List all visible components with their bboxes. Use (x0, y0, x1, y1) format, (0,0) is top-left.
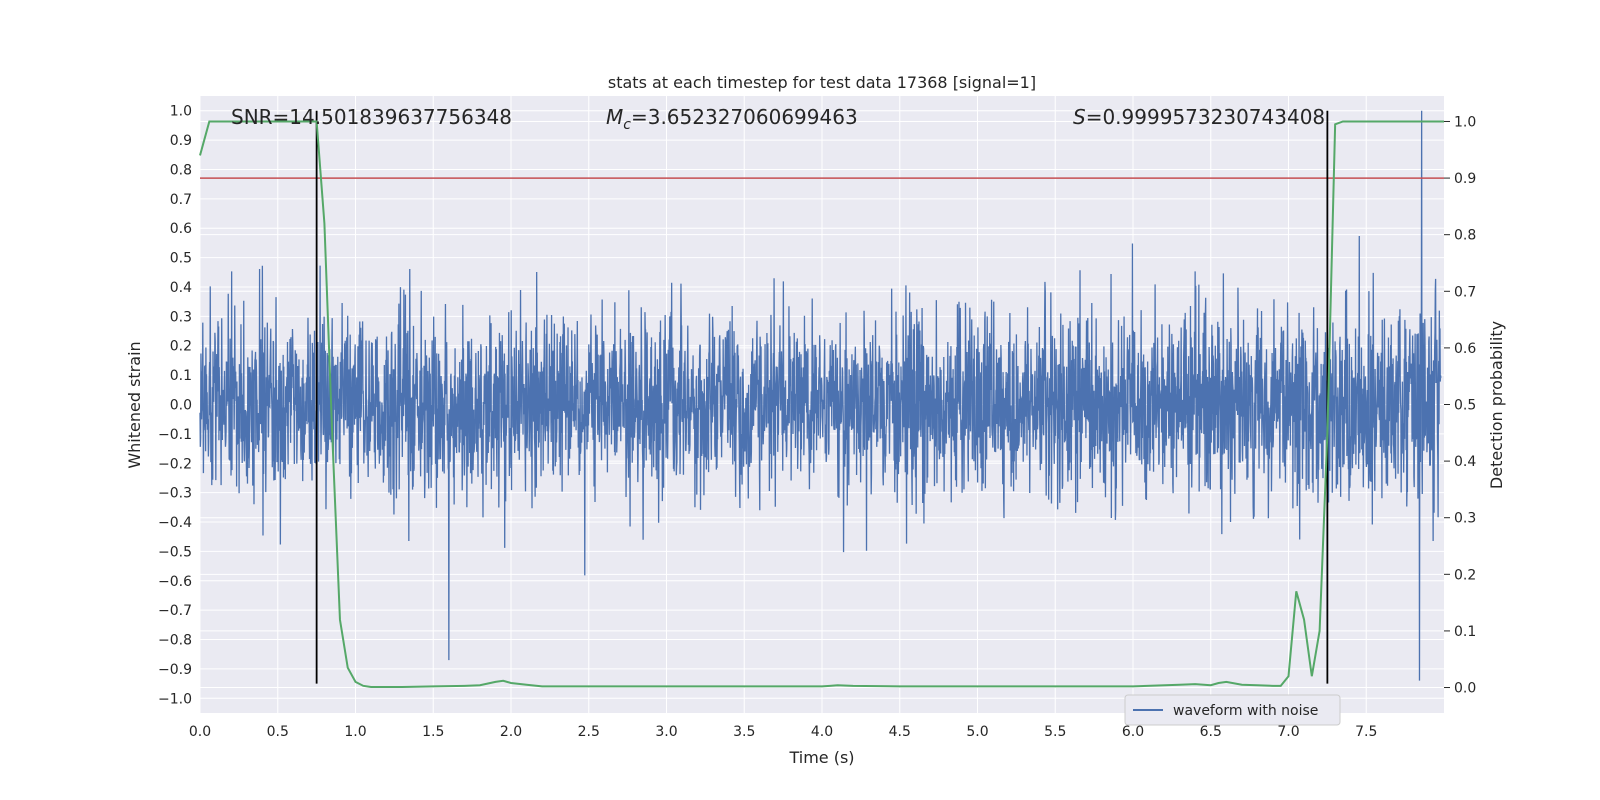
x-tick-label: 4.0 (811, 724, 833, 740)
y-ticks-right: 1.0 0.9 0.8 0.7 0.6 0.5 0.4 0.3 0.2 0.1 0.0 (1444, 114, 1476, 697)
x-tick-label: 3.0 (655, 724, 677, 740)
x-tick-label: 2.0 (500, 724, 522, 740)
y-tick-label-left: −0.7 (158, 603, 192, 619)
y-tick-label-right: 0.9 (1454, 171, 1476, 187)
y-tick-label-left: 0.3 (170, 309, 192, 325)
legend: waveform with noise (1124, 694, 1341, 726)
y-tick-label-left: 0.6 (170, 221, 192, 237)
legend-box (1124, 694, 1341, 726)
y-tick-label-left: 0.4 (170, 280, 192, 296)
legend-label-waveform: waveform with noise (1173, 703, 1318, 719)
y-ticks-left: 1.0 0.9 0.8 0.7 0.6 0.5 0.4 0.3 0.2 0.1 0.0 −0.1 −0.… (158, 104, 192, 708)
y-tick-label-right: 0.2 (1454, 567, 1476, 583)
x-tick-label: 0.5 (267, 724, 289, 740)
y-tick-label-right: 1.0 (1454, 114, 1476, 130)
chirp-mass-annotation: Mc=3.652327060699463 (606, 105, 858, 133)
y-tick-label-right: 0.8 (1454, 228, 1476, 244)
y-tick-label-left: 0.1 (170, 368, 192, 384)
y-tick-label-left: −0.6 (158, 574, 192, 590)
x-tick-label: 7.5 (1355, 724, 1377, 740)
mc-symbol: M (606, 105, 623, 129)
y-tick-label-left: 0.0 (170, 398, 192, 414)
y-tick-label-left: −0.9 (158, 662, 192, 678)
probability-line (199, 120, 1444, 688)
x-tick-label: 4.5 (889, 724, 911, 740)
y-tick-label-right: 0.3 (1454, 511, 1476, 527)
x-axis-label: Time (s) (788, 748, 854, 767)
waveform-series (199, 110, 1442, 681)
y-tick-label-left: 0.7 (170, 192, 192, 208)
y-tick-label-left: −1.0 (158, 691, 192, 707)
y-tick-label-left: 1.0 (170, 104, 192, 120)
waveform-line (199, 110, 1442, 681)
score-annotation: S=0.9999573230743408 (1073, 105, 1325, 129)
y-tick-label-left: −0.3 (158, 486, 192, 502)
y-tick-label-left: −0.5 (158, 544, 192, 560)
y-tick-label-left: 0.5 (170, 251, 192, 267)
x-tick-label: 1.5 (422, 724, 444, 740)
y-axis-label-left: Whitened strain (125, 341, 144, 468)
x-ticks: 0.0 0.5 1.0 1.5 2.0 2.5 3.0 3.5 4.0 4.5 5.0 5.5 6.0 6… (189, 724, 1378, 740)
x-tick-label: 7.0 (1277, 724, 1299, 740)
y-tick-label-right: 0.6 (1454, 341, 1476, 357)
mc-value: =3.652327060699463 (631, 105, 858, 129)
y-tick-label-left: 0.2 (170, 339, 192, 355)
s-value: =0.9999573230743408 (1086, 105, 1325, 129)
x-tick-label: 5.0 (966, 724, 988, 740)
x-tick-label: 3.5 (733, 724, 755, 740)
x-tick-label: 0.0 (189, 724, 211, 740)
y-tick-label-right: 0.1 (1454, 624, 1476, 640)
y-tick-label-left: −0.8 (158, 633, 192, 649)
x-tick-label: 1.0 (344, 724, 366, 740)
y-tick-label-right: 0.5 (1454, 398, 1476, 414)
x-tick-label: 6.0 (1122, 724, 1144, 740)
probability-series (199, 120, 1444, 688)
snr-annotation: SNR=14.501839637756348 (231, 105, 512, 129)
y-tick-label-right: 0.7 (1454, 284, 1476, 300)
s-symbol: S (1073, 105, 1086, 129)
y-axis-label-right: Detection probability (1487, 321, 1506, 489)
y-tick-label-left: 0.9 (170, 133, 192, 149)
mc-subscript: c (623, 117, 631, 133)
y-tick-label-left: −0.2 (158, 456, 192, 472)
x-tick-label: 6.5 (1200, 724, 1222, 740)
y-tick-label-left: −0.1 (158, 427, 192, 443)
y-tick-label-right: 0.4 (1454, 454, 1476, 470)
y-tick-label-left: 0.8 (170, 162, 192, 178)
y-tick-label-left: −0.4 (158, 515, 192, 531)
y-tick-label-right: 0.0 (1454, 681, 1476, 697)
x-tick-label: 5.5 (1044, 724, 1066, 740)
chart-title: stats at each timestep for test data 173… (608, 73, 1036, 92)
x-tick-label: 2.5 (578, 724, 600, 740)
